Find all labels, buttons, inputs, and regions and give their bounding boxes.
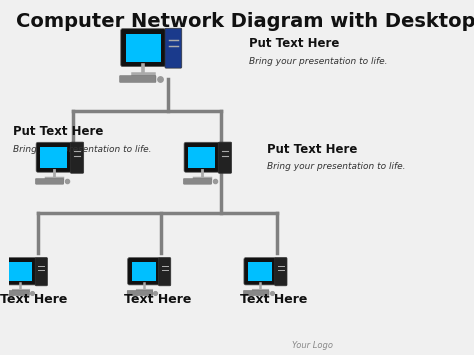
FancyBboxPatch shape bbox=[275, 257, 287, 286]
FancyBboxPatch shape bbox=[126, 34, 161, 61]
FancyBboxPatch shape bbox=[132, 262, 156, 281]
FancyBboxPatch shape bbox=[121, 29, 165, 66]
Text: Text Here: Text Here bbox=[240, 293, 307, 306]
Text: Bring your presentation to life.: Bring your presentation to life. bbox=[266, 163, 405, 171]
FancyBboxPatch shape bbox=[40, 147, 67, 168]
FancyBboxPatch shape bbox=[184, 142, 219, 172]
Text: Computer Network Diagram with Desktops: Computer Network Diagram with Desktops bbox=[17, 12, 474, 31]
FancyBboxPatch shape bbox=[128, 258, 160, 285]
FancyBboxPatch shape bbox=[165, 28, 182, 68]
FancyBboxPatch shape bbox=[248, 262, 272, 281]
FancyBboxPatch shape bbox=[35, 257, 47, 286]
FancyBboxPatch shape bbox=[4, 258, 36, 285]
Text: Put Text Here: Put Text Here bbox=[13, 125, 103, 138]
FancyBboxPatch shape bbox=[36, 179, 64, 184]
Text: Bring your presentation to life.: Bring your presentation to life. bbox=[13, 145, 151, 154]
FancyBboxPatch shape bbox=[183, 179, 212, 184]
FancyBboxPatch shape bbox=[9, 262, 33, 281]
Text: Put Text Here: Put Text Here bbox=[266, 143, 357, 156]
Text: Bring your presentation to life.: Bring your presentation to life. bbox=[249, 57, 387, 66]
Text: Your Logo: Your Logo bbox=[292, 341, 333, 350]
Text: Text Here: Text Here bbox=[0, 293, 68, 306]
FancyBboxPatch shape bbox=[218, 142, 232, 173]
FancyBboxPatch shape bbox=[119, 76, 156, 82]
FancyBboxPatch shape bbox=[4, 290, 29, 296]
FancyBboxPatch shape bbox=[243, 290, 269, 296]
FancyBboxPatch shape bbox=[70, 142, 84, 173]
FancyBboxPatch shape bbox=[36, 142, 72, 172]
Text: Put Text Here: Put Text Here bbox=[249, 37, 339, 50]
FancyBboxPatch shape bbox=[188, 147, 215, 168]
Text: Text Here: Text Here bbox=[124, 293, 191, 306]
FancyBboxPatch shape bbox=[127, 290, 153, 296]
FancyBboxPatch shape bbox=[158, 257, 171, 286]
FancyBboxPatch shape bbox=[244, 258, 276, 285]
